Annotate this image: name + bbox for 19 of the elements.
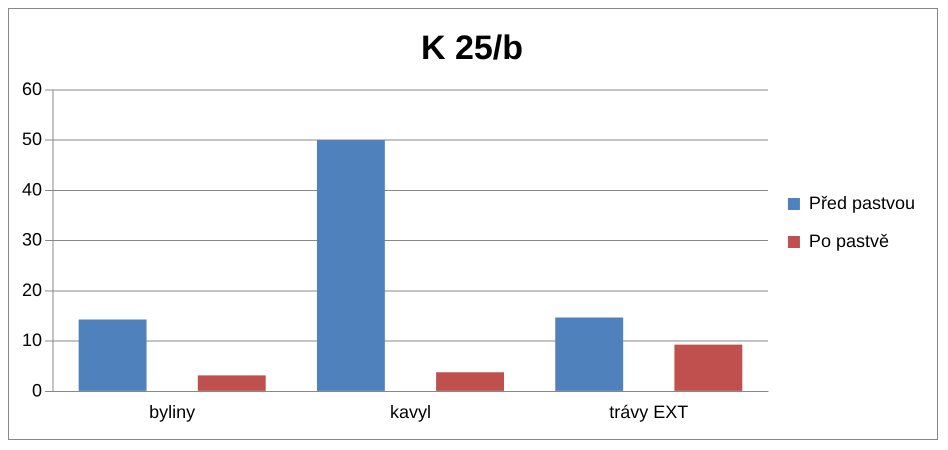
- y-tick-label: 30: [22, 230, 42, 250]
- legend-label: Po pastvě: [808, 230, 889, 251]
- y-tick-label: 50: [22, 129, 42, 150]
- x-tick-label: byliny: [149, 402, 196, 422]
- bar: [674, 344, 742, 391]
- y-tick-label: 60: [22, 78, 42, 99]
- y-tick-label: 10: [22, 330, 42, 350]
- y-tick-label: 20: [22, 280, 42, 300]
- x-tick-label: kavyl: [390, 402, 431, 422]
- bar: [555, 318, 624, 391]
- x-tick-label: trávy EXT: [609, 402, 688, 422]
- bar: [78, 320, 147, 391]
- chart-title: K 25/b: [420, 28, 524, 67]
- bar: [316, 140, 385, 391]
- legend-label: Před pastvou: [808, 192, 916, 213]
- bar: [198, 375, 266, 391]
- y-tick-label: 0: [32, 380, 42, 400]
- y-tick-label: 40: [22, 179, 42, 200]
- bar: [436, 372, 504, 391]
